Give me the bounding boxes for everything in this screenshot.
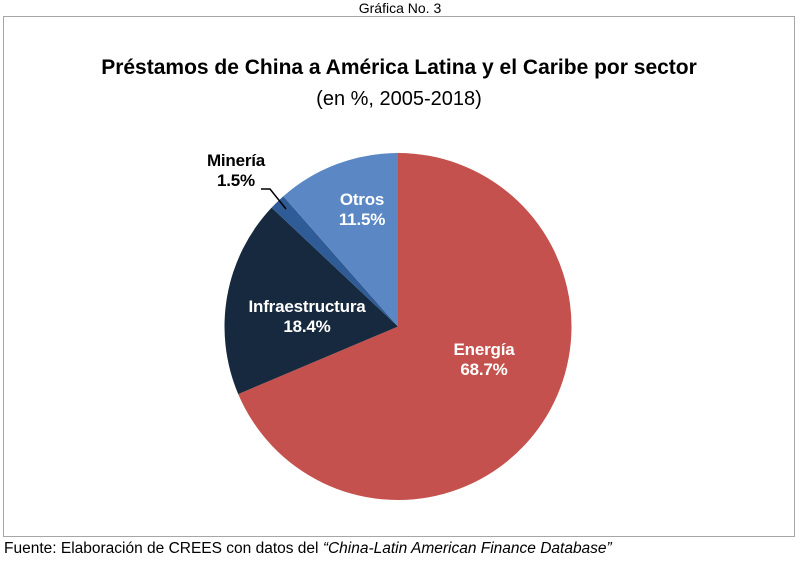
- mineria-callout-line: [261, 188, 287, 210]
- slice-label-name: Infraestructura: [248, 297, 366, 316]
- source-database-title: “China-Latin American Finance Database”: [322, 540, 612, 557]
- slice-label-otros: Otros 11.5%: [339, 190, 385, 229]
- chart-title: Préstamos de China a América Latina y el…: [101, 56, 697, 79]
- pie-slice-mineria: [271, 196, 398, 327]
- slice-label-infraestructura: Infraestructura 18.4%: [249, 297, 366, 336]
- slice-label-pct: 68.7%: [460, 359, 508, 379]
- slice-label-mineria: Minería 1.5%: [207, 151, 265, 190]
- slice-label-name: Energía: [453, 340, 515, 359]
- source-note: Fuente: Elaboración de CREES con datos d…: [4, 539, 796, 559]
- source-prefix: Fuente: Elaboración de CREES con datos d…: [4, 540, 323, 557]
- pie-slice-otros: [283, 153, 398, 327]
- slice-label-name: Otros: [339, 190, 385, 209]
- slice-label-energia: Energía 68.7%: [454, 340, 515, 379]
- slice-label-name: Minería: [206, 151, 266, 170]
- slice-label-pct: 11.5%: [338, 209, 386, 229]
- figure-label: Gráfica No. 3: [358, 0, 442, 16]
- chart-subtitle: (en %, 2005-2018): [316, 88, 482, 110]
- slice-label-pct: 1.5%: [217, 170, 255, 190]
- pie-slice-infraestructura: [224, 207, 398, 395]
- pie-slice-energia: [238, 153, 572, 501]
- slice-label-pct: 18.4%: [283, 316, 331, 336]
